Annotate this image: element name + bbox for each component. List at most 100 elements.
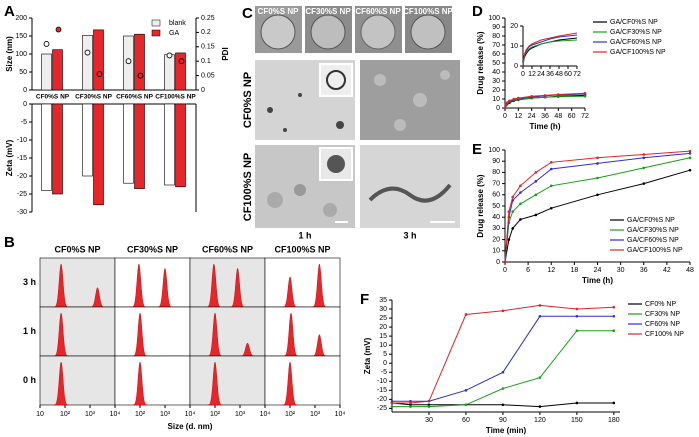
cell: [264, 257, 341, 308]
tick-label: 0: [201, 87, 205, 94]
tick-label: 24: [594, 267, 602, 274]
legend-label: GA: [169, 30, 179, 37]
point: [464, 389, 468, 392]
tick-label: 120: [534, 417, 546, 424]
tick-label: 30: [425, 417, 433, 424]
tick-label: 30: [379, 306, 387, 313]
tick-label: 30: [492, 225, 500, 232]
legend-label: GA/CF60%S NP: [610, 39, 662, 46]
tick-label: -30: [17, 209, 27, 216]
point: [390, 405, 394, 408]
series-line: [392, 315, 614, 402]
tick-label: 200: [15, 15, 27, 22]
tick-label: 60: [492, 51, 500, 58]
legend-label: CF60% NP: [645, 321, 680, 328]
point: [501, 387, 505, 390]
point: [505, 101, 509, 104]
axis-title: Drug release (%): [476, 174, 485, 237]
tick-label: 0: [383, 360, 387, 367]
column-title: CF60%S NP: [202, 244, 253, 254]
point: [501, 309, 505, 313]
cell: [114, 306, 191, 357]
axis-title: Drug release (%): [476, 31, 485, 94]
bar: [175, 103, 186, 188]
tick-label: -25: [17, 191, 27, 198]
tick-label: 0: [23, 101, 27, 108]
tick-label: 10²: [210, 411, 221, 418]
size-peak: [311, 263, 327, 308]
point: [688, 152, 692, 155]
tick-label: 150: [571, 417, 583, 424]
tick-label: 12: [528, 71, 536, 78]
bar: [93, 103, 104, 206]
row-label: 1 h: [23, 326, 36, 336]
point: [519, 184, 522, 188]
point: [501, 403, 505, 407]
panel-letter: E: [472, 141, 482, 158]
point: [507, 238, 511, 241]
tick-label: 100: [15, 51, 27, 58]
tick-label: 0: [503, 267, 507, 274]
time-label: 1 h: [298, 230, 311, 240]
legend-label: GA/CF30%S NP: [627, 227, 679, 234]
bar: [52, 49, 63, 91]
tick-label: 12: [514, 113, 522, 120]
tick-label: 80: [492, 33, 500, 40]
point: [583, 91, 587, 95]
point: [688, 149, 692, 153]
size-peak: [230, 267, 246, 308]
point: [409, 405, 412, 408]
series-line: [504, 150, 691, 263]
point: [557, 95, 560, 99]
category-label: CF100%S NP: [155, 94, 196, 101]
image-label: CF30%S NP: [305, 7, 351, 16]
tick-label: 60: [564, 71, 572, 78]
size-peak: [207, 312, 223, 357]
cell: [114, 257, 191, 308]
bar: [52, 103, 63, 195]
size-peak: [282, 276, 298, 308]
point: [534, 193, 538, 197]
point: [409, 399, 412, 403]
tick-label: 10: [492, 248, 500, 255]
axis-title: Size (d. nm): [168, 422, 213, 431]
legend-label: CF0% NP: [645, 301, 676, 308]
row-label: 3 h: [23, 277, 36, 287]
size-peak: [53, 361, 69, 406]
cell: [264, 355, 341, 406]
tick-label: 80: [492, 169, 500, 176]
tick-label: 40: [492, 69, 500, 76]
point: [390, 401, 394, 405]
legend-label: GA/CF100%S NP: [627, 247, 683, 254]
tick-label: 50: [492, 203, 500, 210]
panel-letter: F: [360, 291, 369, 308]
axis-title: Time (min): [486, 426, 527, 435]
tick-label: -5: [381, 369, 387, 376]
point: [511, 210, 515, 213]
tick-label: 10²: [285, 411, 296, 418]
point: [534, 171, 538, 174]
point: [549, 167, 553, 171]
legend-label: GA/CF100%S NP: [610, 49, 666, 56]
point: [409, 401, 412, 405]
cell: [39, 306, 116, 357]
bar: [175, 52, 186, 91]
tick-label: 0.05: [201, 72, 215, 79]
cell: [264, 306, 341, 357]
row-label: CF0%S NP: [242, 72, 254, 128]
tick-label: 0: [496, 105, 500, 112]
point: [612, 314, 616, 318]
point: [688, 156, 692, 160]
series-line: [391, 402, 614, 408]
point: [503, 106, 507, 110]
tick-label: 0.15: [201, 44, 215, 51]
point: [511, 195, 515, 199]
tick-label: 0: [496, 259, 500, 266]
tick-label: 5: [383, 351, 387, 358]
tick-label: 36: [546, 71, 554, 78]
tick-label: 10⁴: [185, 411, 196, 418]
tick-label: -15: [377, 387, 387, 394]
size-peak: [131, 263, 147, 308]
series-line: [504, 152, 691, 263]
tick-label: 50: [492, 60, 500, 67]
